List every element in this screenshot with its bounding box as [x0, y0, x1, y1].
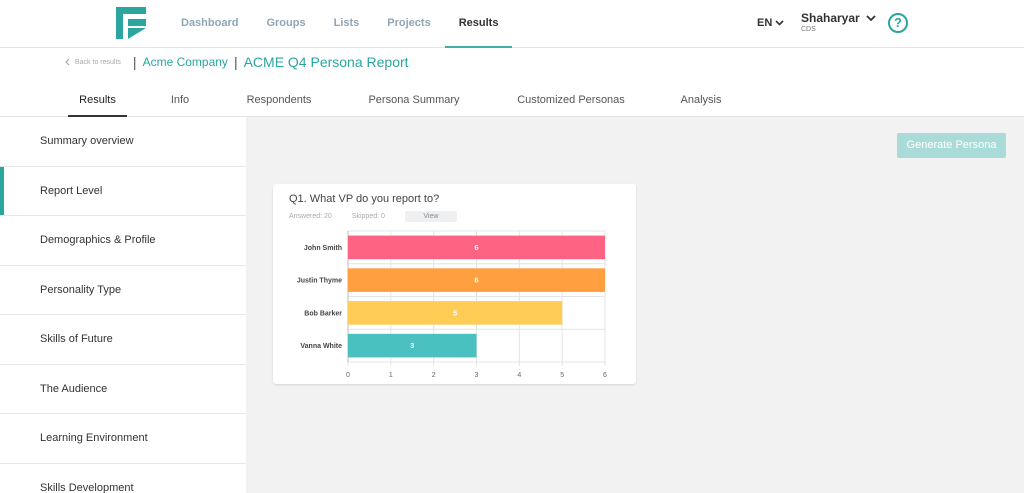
language-selector[interactable]: EN — [757, 17, 784, 29]
sidebar-item-skills-of-future[interactable]: Skills of Future — [0, 315, 246, 365]
sidebar-item-demographics-profile[interactable]: Demographics & Profile — [0, 216, 246, 266]
chevron-down-icon — [775, 20, 784, 26]
nav-projects[interactable]: Projects — [387, 17, 431, 29]
tab-info[interactable]: Info — [170, 94, 190, 106]
category-label: Bob Barker — [304, 310, 342, 317]
tab-customized-personas[interactable]: Customized Personas — [517, 94, 625, 106]
category-label: Vanna White — [300, 343, 342, 350]
bar-value-label: 6 — [474, 276, 478, 285]
chevron-left-icon[interactable] — [64, 58, 70, 66]
generate-persona-button[interactable]: Generate Persona — [897, 133, 1006, 158]
question-stats: Answered: 20 Skipped: 0 View — [289, 211, 457, 222]
x-tick-label: 1 — [389, 372, 393, 379]
sidebar-item-report-level[interactable]: Report Level — [0, 166, 246, 216]
category-label: John Smith — [304, 245, 342, 252]
sidebar-item-skills-development[interactable]: Skills Development — [0, 464, 246, 493]
user-menu[interactable]: Shaharyar CDS — [801, 11, 876, 33]
nav-groups[interactable]: Groups — [266, 17, 306, 29]
bar-value-label: 3 — [410, 341, 414, 350]
skipped-count: Skipped: 0 — [351, 213, 385, 220]
x-tick-label: 2 — [432, 372, 436, 379]
sidebar-item-the-audience[interactable]: The Audience — [0, 365, 246, 414]
x-tick-label: 0 — [346, 372, 350, 379]
breadcrumb-separator: | — [233, 54, 238, 70]
bar-value-label: 6 — [474, 243, 478, 252]
tab-results[interactable]: Results — [68, 85, 127, 117]
user-org: CDS — [801, 26, 816, 33]
tab-analysis[interactable]: Analysis — [680, 94, 722, 106]
question-card: Q1. What VP do you report to? Answered: … — [273, 184, 636, 384]
nav-lists[interactable]: Lists — [333, 17, 360, 29]
back-to-results-link[interactable]: Back to results — [75, 58, 121, 66]
chevron-down-icon — [866, 14, 876, 21]
view-button[interactable]: View — [404, 211, 457, 222]
bar — [348, 268, 605, 292]
tab-respondents[interactable]: Respondents — [246, 94, 312, 106]
sidebar-item-summary-overview[interactable]: Summary overview — [0, 117, 246, 167]
category-label: Justin Thyme — [297, 278, 342, 285]
results-sidebar: Summary overview Report Level Demographi… — [0, 117, 246, 493]
bar-chart: 0 1 2 3 4 5 6 John Smith 6 Justin Thyme 6 Bob Barke… — [297, 230, 607, 379]
help-icon[interactable]: ? — [888, 13, 908, 33]
question-title: Q1. What VP do you report to? — [289, 193, 440, 205]
app-logo-icon[interactable] — [116, 7, 146, 39]
report-title: ACME Q4 Persona Report — [243, 54, 409, 70]
nav-dashboard[interactable]: Dashboard — [181, 17, 239, 29]
report-header: Back to results | Acme Company | ACME Q4… — [0, 48, 1024, 117]
nav-results[interactable]: Results — [444, 0, 513, 48]
sidebar-item-personality-type[interactable]: Personality Type — [0, 266, 246, 315]
company-link[interactable]: Acme Company — [142, 55, 228, 69]
user-name: Shaharyar — [801, 11, 860, 25]
breadcrumb-separator: | — [132, 54, 137, 70]
sidebar-item-learning-environment[interactable]: Learning Environment — [0, 414, 246, 464]
breadcrumb: Back to results | Acme Company | ACME Q4… — [64, 54, 409, 70]
top-navbar: Dashboard Groups Lists Projects Results … — [0, 0, 1024, 48]
x-tick-label: 6 — [603, 372, 607, 379]
bar — [348, 333, 477, 358]
x-tick-label: 4 — [517, 372, 521, 379]
bar-value-label: 5 — [453, 308, 457, 317]
tab-persona-summary[interactable]: Persona Summary — [368, 94, 460, 106]
bar — [348, 235, 605, 260]
x-tick-label: 5 — [560, 372, 564, 379]
bar — [348, 301, 563, 325]
answered-count: Answered: 20 — [289, 213, 332, 220]
x-tick-label: 3 — [475, 372, 479, 379]
language-label: EN — [757, 17, 773, 29]
